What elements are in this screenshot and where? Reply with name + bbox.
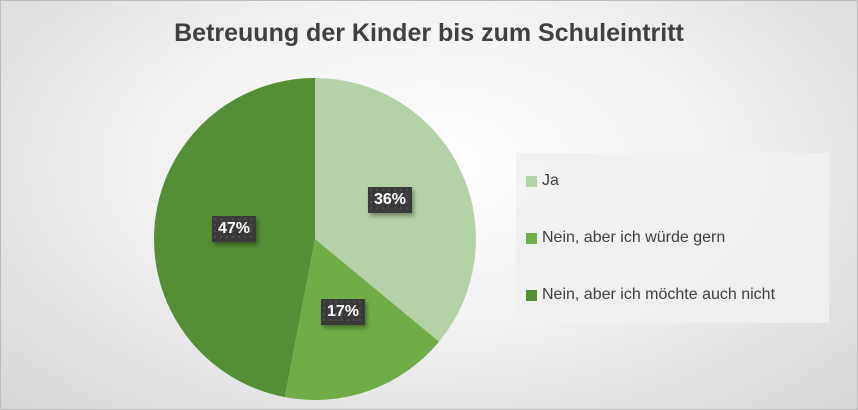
legend-swatch	[526, 232, 537, 244]
legend-item: Ja	[526, 172, 559, 190]
data-label: 17%	[320, 299, 366, 325]
legend-label: Ja	[542, 172, 559, 189]
legend-item: Nein, aber ich würde gern	[526, 229, 725, 247]
data-label: 47%	[211, 216, 257, 242]
data-label: 36%	[367, 187, 413, 213]
legend-label: Nein, aber ich würde gern	[542, 229, 726, 246]
legend-swatch	[526, 289, 537, 301]
legend: Ja Nein, aber ich würde gern Nein, aber ic…	[516, 153, 829, 323]
legend-label: Nein, aber ich möchte auch nicht	[542, 286, 776, 303]
legend-item: Nein, aber ich möchte auch nicht	[526, 286, 775, 304]
chart-title: Betreuung der Kinder bis zum Schuleintri…	[174, 19, 684, 47]
legend-swatch	[526, 175, 537, 187]
